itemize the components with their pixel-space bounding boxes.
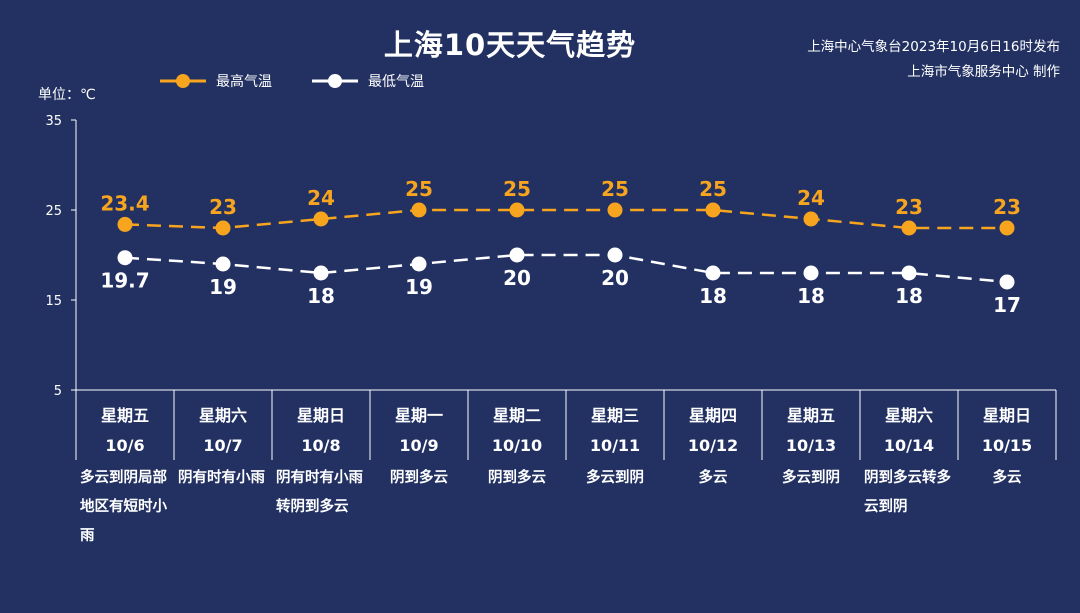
max-temp-label: 23 (993, 195, 1021, 219)
weather-desc: 阴有时有小雨 (178, 470, 265, 486)
max-temp-point (509, 202, 525, 218)
max-temp-point (411, 202, 427, 218)
x-weekday-label: 星期六 (885, 406, 933, 425)
x-date-label: 10/7 (203, 436, 242, 455)
max-temp-label: 25 (405, 177, 433, 201)
x-date-label: 10/11 (590, 436, 640, 455)
x-weekday-label: 星期二 (493, 406, 541, 425)
min-temp-point (607, 247, 623, 263)
weather-desc: 多云到阴 (586, 470, 644, 486)
max-temp-label: 25 (601, 177, 629, 201)
weather-desc: 多云 (698, 470, 728, 486)
legend-marker-max-icon (160, 74, 206, 88)
min-temp-point (215, 256, 231, 272)
y-tick-label: 15 (45, 294, 62, 309)
x-date-label: 10/15 (982, 436, 1032, 455)
x-weekday-label: 星期五 (101, 406, 149, 425)
weather-desc: 阴到多云 (390, 470, 448, 486)
min-temp-label: 18 (797, 284, 825, 308)
max-temp-label: 25 (503, 177, 531, 201)
max-temp-label: 24 (797, 186, 825, 210)
min-temp-label: 18 (307, 284, 335, 308)
min-temp-point (509, 247, 525, 263)
issuer-line: 上海中心气象台2023年10月6日16时发布 (807, 39, 1060, 55)
min-temp-label: 20 (601, 266, 629, 290)
x-date-label: 10/6 (105, 436, 144, 455)
max-temp-point (607, 202, 623, 218)
y-tick-label: 35 (45, 114, 62, 129)
min-temp-point (411, 256, 427, 272)
max-temp-point (803, 211, 819, 227)
min-temp-point (313, 265, 329, 281)
min-temp-label: 20 (503, 266, 531, 290)
x-weekday-label: 星期四 (689, 406, 737, 425)
min-temp-label: 19 (209, 275, 237, 299)
x-date-label: 10/8 (301, 436, 340, 455)
legend-marker-min-icon (312, 74, 358, 88)
min-temp-line (124, 253, 1008, 284)
y-tick-label: 25 (45, 204, 62, 219)
y-axis-unit: 单位：℃ (38, 87, 96, 103)
min-temp-label: 17 (993, 293, 1021, 317)
min-temp-label: 18 (895, 284, 923, 308)
page-title: 上海10天天气趋势 (383, 28, 637, 62)
legend-label-max: 最高气温 (216, 74, 272, 90)
producer-line: 上海市气象服务中心 制作 (907, 64, 1060, 80)
x-date-label: 10/12 (688, 436, 738, 455)
x-weekday-label: 星期五 (787, 406, 835, 425)
weather-desc: 多云 (992, 470, 1022, 486)
x-date-label: 10/9 (399, 436, 438, 455)
weather-desc: 多云到阴局部地区有短时小雨 (80, 470, 167, 544)
min-temp-point (901, 265, 917, 281)
min-temp-point (705, 265, 721, 281)
max-temp-label: 23 (895, 195, 923, 219)
max-temp-label: 25 (699, 177, 727, 201)
x-weekday-label: 星期日 (297, 406, 345, 425)
max-temp-label: 23 (209, 195, 237, 219)
max-temp-point (215, 220, 231, 236)
max-temp-point (117, 216, 133, 232)
weather-desc: 阴到多云转多云到阴 (864, 470, 951, 515)
max-temp-line (124, 208, 1007, 230)
min-temp-point (803, 265, 819, 281)
min-temp-point (117, 250, 133, 266)
x-weekday-label: 星期三 (591, 406, 639, 425)
weather-desc: 阴到多云 (488, 470, 546, 486)
max-temp-point (705, 202, 721, 218)
legend-item-min-temp: 最低气温 (312, 71, 424, 91)
x-date-label: 10/13 (786, 436, 836, 455)
legend-label-min: 最低气温 (368, 74, 424, 90)
x-date-label: 10/14 (884, 436, 934, 455)
weather-desc: 阴有时有小雨转阴到多云 (276, 470, 363, 515)
max-temp-point (313, 211, 329, 227)
x-weekday-label: 星期一 (395, 406, 443, 425)
weather-desc: 多云到阴 (782, 470, 840, 486)
y-tick-label: 5 (54, 384, 62, 399)
min-temp-label: 19 (405, 275, 433, 299)
min-temp-label: 18 (699, 284, 727, 308)
min-temp-point (999, 274, 1015, 290)
min-temp-label: 19.7 (100, 269, 149, 293)
max-temp-label: 23.4 (100, 191, 149, 215)
x-weekday-label: 星期六 (199, 406, 247, 425)
max-temp-label: 24 (307, 186, 335, 210)
x-weekday-label: 星期日 (983, 406, 1031, 425)
legend-item-max-temp: 最高气温 (160, 71, 272, 91)
max-temp-point (901, 220, 917, 236)
x-date-label: 10/10 (492, 436, 542, 455)
max-temp-point (999, 220, 1015, 236)
